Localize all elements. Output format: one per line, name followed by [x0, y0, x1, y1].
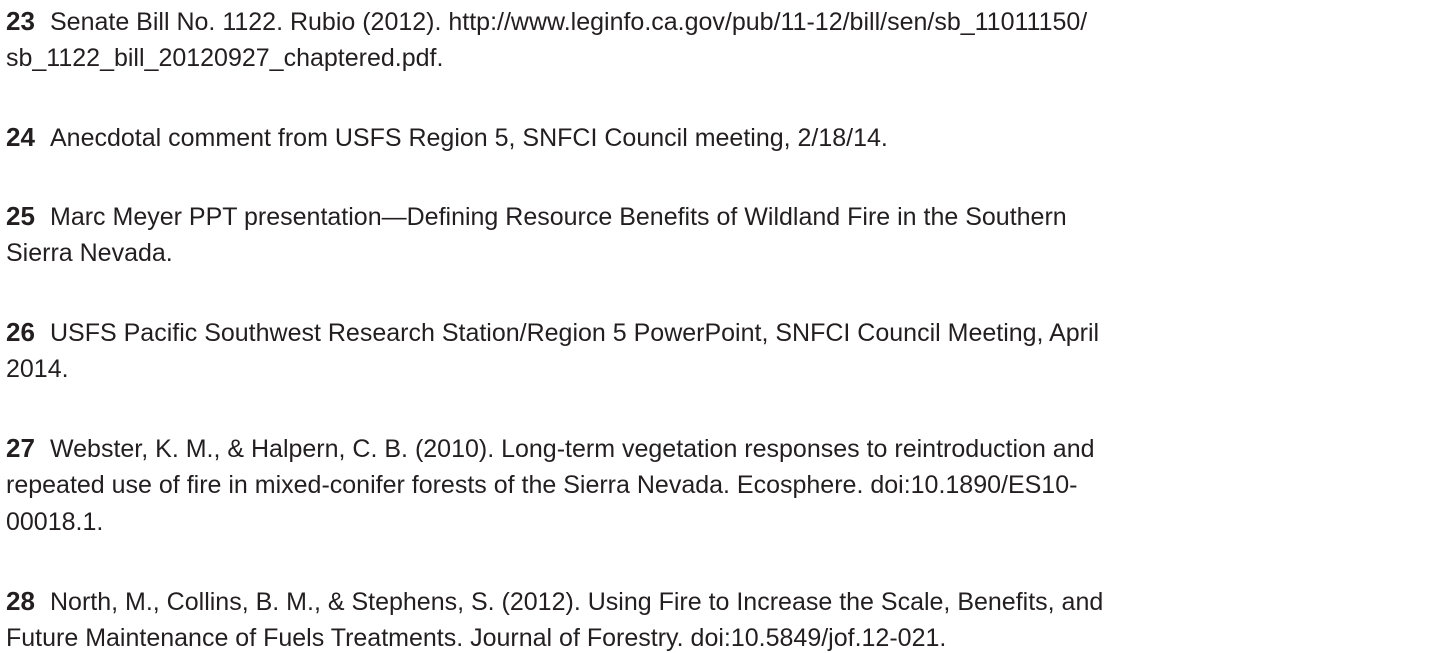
footnote-text: sb_1122_bill_20120927_chaptered.pdf.	[6, 44, 444, 72]
footnote-text: USFS Pacific Southwest Research Station/…	[50, 319, 1100, 347]
footnote: 26 USFS Pacific Southwest Research Statio…	[6, 314, 1452, 388]
footnote-text: Webster, K. M., & Halpern, C. B. (2010).…	[50, 435, 1095, 463]
footnote-text: Future Maintenance of Fuels Treatments. …	[6, 624, 947, 652]
footnote-text: 2014.	[6, 355, 69, 383]
footnote-line: Future Maintenance of Fuels Treatments. …	[6, 620, 1452, 653]
footnote-line: sb_1122_bill_20120927_chaptered.pdf.	[6, 40, 1452, 77]
footnote-line: 26 USFS Pacific Southwest Research Statio…	[6, 314, 1452, 351]
footnote-line: repeated use of fire in mixed-conifer fo…	[6, 467, 1452, 504]
footnote-number: 25	[6, 201, 35, 231]
footnote: 28 North, M., Collins, B. M., & Stephens,…	[6, 583, 1452, 653]
footnote: 24 Anecdotal comment from USFS Region 5, …	[6, 119, 1452, 156]
footnote-number: 27	[6, 433, 35, 463]
footnote-number: 23	[6, 6, 35, 36]
footnote-line: 2014.	[6, 351, 1452, 388]
footnote: 23 Senate Bill No. 1122. Rubio (2012). ht…	[6, 3, 1452, 77]
footnote-text: Sierra Nevada.	[6, 239, 173, 267]
footnote-text: Senate Bill No. 1122. Rubio (2012). http…	[50, 8, 1088, 36]
footnote: 27 Webster, K. M., & Halpern, C. B. (2010…	[6, 430, 1452, 541]
footnote-number: 28	[6, 586, 35, 616]
footnote-text: Marc Meyer PPT presentation—Defining Res…	[50, 203, 1067, 231]
footnote-line: Sierra Nevada.	[6, 235, 1452, 272]
footnote-line: 24 Anecdotal comment from USFS Region 5, …	[6, 119, 1452, 156]
footnote-text: North, M., Collins, B. M., & Stephens, S…	[50, 588, 1104, 616]
footnote-line: 00018.1.	[6, 504, 1452, 541]
footnote-line: 27 Webster, K. M., & Halpern, C. B. (2010…	[6, 430, 1452, 467]
footnote-text: 00018.1.	[6, 508, 104, 536]
footnote: 25 Marc Meyer PPT presentation—Defining R…	[6, 198, 1452, 272]
footnote-number: 24	[6, 122, 35, 152]
footnote-line: 25 Marc Meyer PPT presentation—Defining R…	[6, 198, 1452, 235]
footnote-line: 23 Senate Bill No. 1122. Rubio (2012). ht…	[6, 3, 1452, 40]
footnote-text: repeated use of fire in mixed-conifer fo…	[6, 471, 1078, 499]
footnote-text: Anecdotal comment from USFS Region 5, SN…	[50, 124, 888, 152]
footnote-line: 28 North, M., Collins, B. M., & Stephens,…	[6, 583, 1452, 620]
footnote-number: 26	[6, 317, 35, 347]
